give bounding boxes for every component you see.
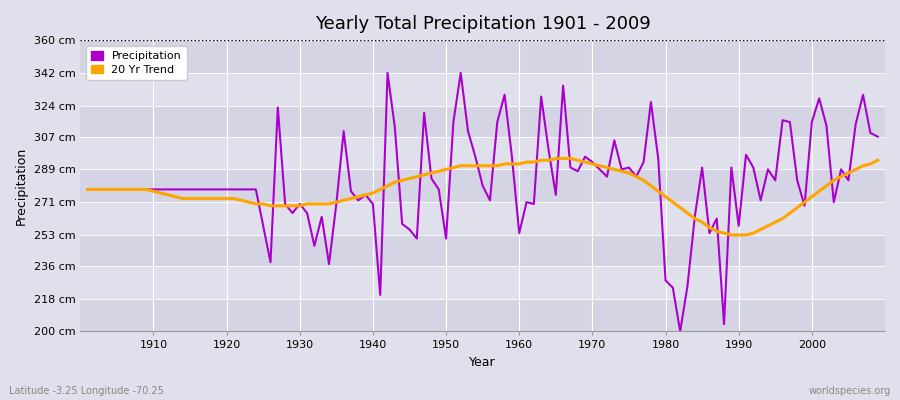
Bar [80,106,885,137]
Bar [80,73,885,106]
Legend: Precipitation, 20 Yr Trend: Precipitation, 20 Yr Trend [86,46,186,80]
Bar [80,137,885,169]
Title: Yearly Total Precipitation 1901 - 2009: Yearly Total Precipitation 1901 - 2009 [315,15,651,33]
Text: worldspecies.org: worldspecies.org [809,386,891,396]
Text: Latitude -3.25 Longitude -70.25: Latitude -3.25 Longitude -70.25 [9,386,164,396]
Bar [80,266,885,299]
Y-axis label: Precipitation: Precipitation [15,147,28,225]
X-axis label: Year: Year [469,356,496,369]
Bar [80,40,885,73]
Bar [80,202,885,235]
Bar [80,299,885,332]
Bar [80,169,885,202]
Bar [80,235,885,266]
